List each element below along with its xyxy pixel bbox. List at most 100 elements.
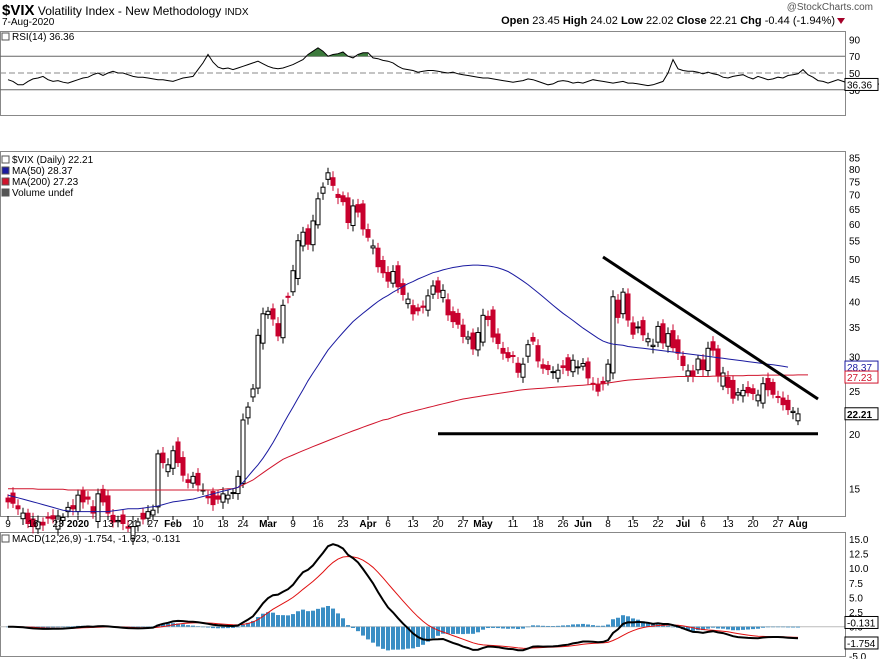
price-legend-label: $VIX (Daily) 22.21 (12, 155, 94, 166)
macd-last-value: -0.131 (847, 618, 876, 629)
candle-body (625, 293, 631, 321)
candle-body (315, 198, 321, 226)
macd-histogram-bar (486, 626, 490, 629)
macd-histogram-bar (521, 626, 525, 629)
macd-histogram-bar (781, 626, 785, 628)
exchange-label: INDX (224, 7, 249, 18)
x-tick-label: 9 (290, 519, 296, 530)
candle-body (250, 388, 256, 398)
macd-histogram-bar (266, 612, 270, 627)
candle-body (570, 359, 576, 373)
x-tick-label: 16 (312, 519, 324, 530)
candle-body (135, 521, 141, 527)
candle-body (780, 397, 786, 406)
candle-body (465, 336, 471, 340)
macd-histogram-bar (211, 626, 215, 629)
macd-histogram-bar (396, 626, 400, 650)
candle-body (510, 355, 516, 358)
macd-histogram-bar (181, 624, 185, 627)
candle-body (130, 526, 136, 539)
candle-body (560, 365, 566, 369)
candle-body (310, 220, 316, 246)
candle-body (220, 493, 226, 503)
candle-body (275, 323, 281, 337)
candle-body (65, 506, 71, 513)
price-tick-label: 15 (849, 485, 861, 496)
candle-body (640, 320, 646, 336)
candle-body (320, 186, 326, 194)
macd-last-value-box (844, 636, 879, 650)
candle-body (490, 309, 496, 338)
candle-body (140, 512, 146, 520)
candle-body (180, 457, 186, 476)
x-tick-label: Jul (676, 519, 691, 530)
macd-histogram-bar (286, 615, 290, 627)
candle-body (225, 494, 231, 500)
candle-body (390, 271, 396, 284)
macd-legend-swatch (1, 534, 10, 543)
candle-body (410, 305, 416, 315)
x-tick-label: 24 (237, 519, 249, 530)
macd-histogram-bar (546, 625, 550, 627)
macd-histogram-bar (711, 626, 715, 628)
x-tick-label: 9 (5, 519, 11, 530)
macd-label: MACD(12,26,9) -1.754, -1.623, -0.131 (12, 534, 181, 545)
macd-histogram-bar (256, 617, 260, 627)
x-tick-label: 15 (627, 519, 639, 530)
candle-body (515, 362, 521, 373)
candle-body (760, 383, 766, 404)
macd-histogram-bar (196, 626, 200, 627)
macd-tick-label: 5.0 (849, 593, 863, 604)
macd-histogram-bar (756, 626, 760, 629)
macd-histogram-bar (701, 626, 705, 631)
macd-histogram-bar (276, 615, 280, 627)
x-tick-label: 13 (722, 519, 734, 530)
candle-body (405, 298, 411, 305)
price-tick-label: 60 (849, 220, 861, 231)
macd-histogram-bar (511, 626, 515, 629)
macd-histogram-bar (606, 624, 610, 627)
x-tick-label: 6 (700, 519, 706, 530)
macd-histogram-bar (46, 626, 50, 628)
macd-histogram-bar (161, 623, 165, 627)
macd-histogram-bar (576, 624, 580, 627)
candle-body (335, 193, 341, 198)
macd-histogram-bar (281, 615, 285, 627)
price-panel-frame (0, 151, 846, 517)
macd-histogram-bar (761, 626, 765, 628)
x-tick-label: Apr (359, 519, 376, 530)
price-tick-label: 55 (849, 237, 861, 248)
candle-body (745, 386, 751, 394)
candle-body (190, 475, 196, 484)
candle-body (305, 228, 311, 245)
x-tick-label: 2020 (67, 519, 90, 530)
macd-histogram-bar (271, 612, 275, 627)
candle-body (695, 358, 701, 371)
candle-body (495, 333, 501, 344)
price-legend-swatch (1, 166, 10, 175)
candle-body (585, 361, 591, 379)
candle-body (470, 332, 476, 350)
candle-body (155, 453, 161, 508)
chg-label: Chg (740, 15, 762, 27)
macd-histogram-bar (436, 626, 440, 636)
candle-body (715, 348, 721, 377)
macd-tick-label: 12.5 (849, 550, 869, 561)
macd-histogram-bar (531, 625, 535, 627)
macd-histogram-bar (671, 626, 675, 628)
macd-tick-label: -5.0 (849, 652, 867, 659)
x-tick-label: 20 (432, 519, 444, 530)
candle-body (650, 344, 656, 348)
chart-header: $VIX Volatility Index - New Methodology … (0, 0, 879, 30)
candle-body (345, 197, 351, 224)
price-tick-label: 45 (849, 275, 861, 286)
ma50-line (7, 264, 789, 513)
rsi-tick-label: 50 (849, 69, 861, 80)
candle-body (450, 311, 456, 323)
candle-body (660, 323, 666, 344)
watermark: @StockCharts.com (786, 2, 873, 13)
macd-histogram-bar (611, 619, 615, 627)
macd-histogram-bar (541, 625, 545, 627)
candle-body (340, 195, 346, 203)
macd-histogram-bar (346, 625, 350, 627)
